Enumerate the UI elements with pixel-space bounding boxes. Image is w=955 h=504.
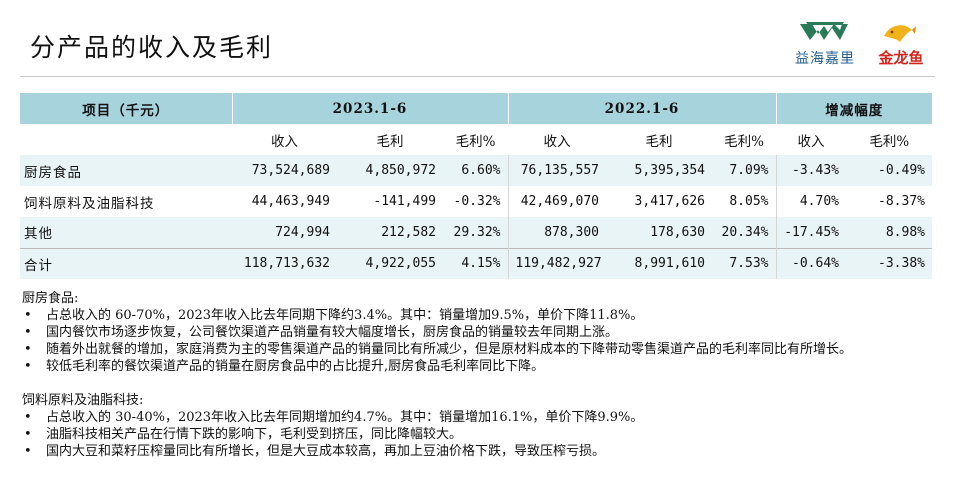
cell-gross-2023: 4,922,055 xyxy=(337,247,443,279)
cell-margin-2023: 29.32% xyxy=(443,217,508,248)
list-item: • 占总收入的 60-70%，2023年收入比去年同期下降约3.4%。其中：销量增… xyxy=(22,307,934,324)
list-item: • 占总收入的 30-40%，2023年收入比去年同期增加约4.7%。其中：销量增… xyxy=(22,409,934,426)
row-item-label: 合计 xyxy=(20,247,232,279)
subheader-margin-change: 毛利% xyxy=(845,124,932,155)
table-subheader-row: 收入 毛利 毛利% 收入 毛利 毛利% 收入 毛利% xyxy=(20,124,932,155)
list-item: • 油脂科技相关产品在行情下跌的影响下，毛利受到挤压，同比降幅较大。 xyxy=(22,426,934,443)
bullet-icon: • xyxy=(24,325,32,340)
bullet-text: 国内大豆和菜籽压榨量同比有所增长，但是大豆成本较高，再加上豆油价格下跌，导致压榨… xyxy=(46,444,606,459)
bullet-icon: • xyxy=(24,359,32,374)
bullet-text: 占总收入的 30-40%，2023年收入比去年同期增加约4.7%。其中：销量增加… xyxy=(46,410,644,425)
jinlongyu-logo: 金龙鱼 xyxy=(868,22,934,70)
feed-oils-bullet-list: • 占总收入的 30-40%，2023年收入比去年同期增加约4.7%。其中：销量增… xyxy=(22,409,934,460)
row-item-label: 其他 xyxy=(20,217,232,248)
commentary-notes: 厨房食品: • 占总收入的 60-70%，2023年收入比去年同期下降约3.4%。… xyxy=(22,290,934,460)
list-item: • 随着外出就餐的增加，家庭消费为主的零售渠道产品的销量同比有所减少，但是原材料成… xyxy=(22,341,934,358)
cell-revenue-change: 4.70% xyxy=(775,186,846,217)
cell-revenue-2023: 44,463,949 xyxy=(232,186,337,217)
bullet-icon: • xyxy=(24,342,32,357)
list-item: • 国内大豆和菜籽压榨量同比有所增长，但是大豆成本较高，再加上豆油价格下跌，导致压… xyxy=(22,443,934,460)
header-group-2022: 2022.1-6 xyxy=(507,93,776,124)
cell-revenue-change: -17.45% xyxy=(775,217,846,248)
subheader-revenue-2023: 收入 xyxy=(231,124,337,155)
cell-margin-2022: 8.05% xyxy=(712,186,776,217)
table-row: 饲料原料及油脂科技 44,463,949 -141,499 -0.32% 42,… xyxy=(20,186,932,217)
cell-margin-2023: -0.32% xyxy=(443,186,508,217)
cell-margin-2022: 7.09% xyxy=(712,155,776,186)
cell-gross-2022: 8,991,610 xyxy=(606,247,712,279)
cell-margin-change: -0.49% xyxy=(846,155,932,186)
bullet-icon: • xyxy=(24,427,32,442)
yihai-kerry-logo-text: 益海嘉里 xyxy=(795,51,855,67)
cell-margin-change: 8.98% xyxy=(846,217,932,248)
bullet-text: 较低毛利率的餐饮渠道产品的销量在厨房食品中的占比提升,厨房食品毛利率同比下降。 xyxy=(46,359,545,374)
list-item: • 较低毛利率的餐饮渠道产品的销量在厨房食品中的占比提升,厨房食品毛利率同比下降。 xyxy=(22,358,934,375)
revenue-gross-profit-table: 项目（千元） 2023.1-6 2022.1-6 增减幅度 收入 毛利 毛利% … xyxy=(20,93,932,279)
bullet-text: 油脂科技相关产品在行情下跌的影响下，毛利受到挤压，同比降幅较大。 xyxy=(46,427,463,442)
subheader-margin-2023: 毛利% xyxy=(442,124,508,155)
bullet-icon: • xyxy=(24,444,32,459)
row-item-label: 饲料原料及油脂科技 xyxy=(20,186,232,217)
cell-revenue-2022: 878,300 xyxy=(507,217,606,248)
cell-revenue-change: -0.64% xyxy=(775,247,846,279)
bullet-icon: • xyxy=(24,308,32,323)
cell-gross-2023: 212,582 xyxy=(337,217,443,248)
subheader-revenue-change: 收入 xyxy=(775,124,846,155)
bullet-text: 国内餐饮市场逐步恢复，公司餐饮渠道产品销量有较大幅度增长，厨房食品的销量较去年同… xyxy=(46,325,619,340)
cell-gross-2022: 5,395,354 xyxy=(606,155,712,186)
header-item: 项目（千元） xyxy=(20,93,232,124)
cell-margin-2022: 20.34% xyxy=(712,217,776,248)
table-total-row: 合计 118,713,632 4,922,055 4.15% 119,482,9… xyxy=(20,247,932,279)
title-divider xyxy=(20,76,935,77)
cell-revenue-2022: 76,135,557 xyxy=(507,155,606,186)
subheader-gross-2022: 毛利 xyxy=(605,124,712,155)
row-item-label: 厨房食品 xyxy=(20,155,232,186)
cell-margin-change: -8.37% xyxy=(846,186,932,217)
yihai-kerry-logo: 益海嘉里 xyxy=(782,22,868,70)
page-title: 分产品的收入及毛利 xyxy=(30,33,274,62)
kitchen-foods-bullet-list: • 占总收入的 60-70%，2023年收入比去年同期下降约3.4%。其中：销量增… xyxy=(22,307,934,375)
golden-fish-icon xyxy=(884,25,916,42)
subheader-margin-2022: 毛利% xyxy=(711,124,776,155)
cell-margin-2023: 6.60% xyxy=(443,155,508,186)
cell-revenue-2022: 42,469,070 xyxy=(507,186,606,217)
cell-revenue-change: -3.43% xyxy=(775,155,846,186)
section-spacer xyxy=(22,375,934,392)
cell-revenue-2023: 118,713,632 xyxy=(232,247,337,279)
cell-gross-2022: 3,417,626 xyxy=(606,186,712,217)
bullet-text: 随着外出就餐的增加，家庭消费为主的零售渠道产品的销量同比有所减少，但是原材料成本… xyxy=(46,342,853,357)
cell-gross-2023: -141,499 xyxy=(337,186,443,217)
bullet-text: 占总收入的 60-70%，2023年收入比去年同期下降约3.4%。其中：销量增加… xyxy=(46,308,644,323)
subheader-revenue-2022: 收入 xyxy=(507,124,606,155)
header-group-change: 增减幅度 xyxy=(775,93,932,124)
cell-gross-2022: 178,630 xyxy=(606,217,712,248)
cell-revenue-2022: 119,482,927 xyxy=(507,247,606,279)
table-row: 厨房食品 73,524,689 4,850,972 6.60% 76,135,5… xyxy=(20,155,932,186)
kitchen-foods-notes-title: 厨房食品: xyxy=(22,291,79,306)
cell-margin-2023: 4.15% xyxy=(443,247,508,279)
subheader-gross-2023: 毛利 xyxy=(336,124,443,155)
cell-margin-2022: 7.53% xyxy=(712,247,776,279)
yihai-kerry-logo-icon xyxy=(800,22,848,40)
cell-revenue-2023: 724,994 xyxy=(232,217,337,248)
cell-revenue-2023: 73,524,689 xyxy=(232,155,337,186)
header-group-2023: 2023.1-6 xyxy=(231,93,508,124)
bullet-icon: • xyxy=(24,410,32,425)
cell-gross-2023: 4,850,972 xyxy=(337,155,443,186)
feed-oils-notes-title: 饲料原料及油脂科技: xyxy=(22,393,144,408)
cell-margin-change: -3.38% xyxy=(846,247,932,279)
subheader-blank xyxy=(20,124,232,155)
list-item: • 国内餐饮市场逐步恢复，公司餐饮渠道产品销量有较大幅度增长，厨房食品的销量较去年… xyxy=(22,324,934,341)
table-row: 其他 724,994 212,582 29.32% 878,300 178,63… xyxy=(20,217,932,248)
jinlongyu-logo-text: 金龙鱼 xyxy=(878,49,924,67)
table-header-row: 项目（千元） 2023.1-6 2022.1-6 增减幅度 xyxy=(20,93,932,124)
